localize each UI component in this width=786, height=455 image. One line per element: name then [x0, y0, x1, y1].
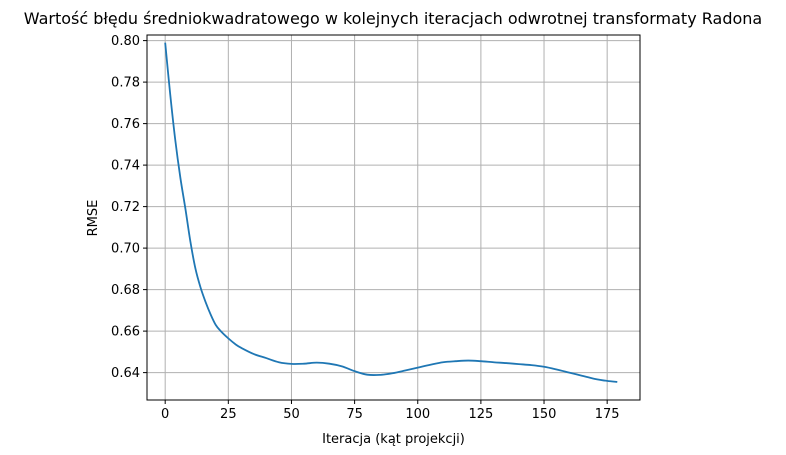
x-tick-label: 75 — [346, 407, 363, 422]
y-tick-label: 0.66 — [111, 325, 140, 340]
x-tick-label: 175 — [595, 407, 620, 422]
x-axis-label: Iteracja (kąt projekcji) — [322, 432, 465, 447]
y-tick-label: 0.68 — [111, 283, 140, 298]
axis-ticks: 0 25 50 75 100 125 150 175 0.64 0.66 0.68 0.70 0.72 0… — [111, 34, 620, 422]
grid — [147, 35, 640, 400]
x-tick-label: 150 — [532, 407, 557, 422]
plot-frame — [146, 34, 641, 401]
y-tick-label: 0.80 — [111, 34, 140, 49]
y-tick-label: 0.74 — [111, 159, 140, 174]
y-tick-label: 0.78 — [111, 76, 140, 91]
x-tick-label: 0 — [161, 407, 169, 422]
x-tick-label: 100 — [405, 407, 430, 422]
y-tick-label: 0.64 — [111, 366, 140, 381]
x-tick-label: 50 — [283, 407, 300, 422]
chart-title: Wartość błędu średniokwadratowego w kole… — [24, 9, 762, 28]
y-tick-label: 0.70 — [111, 242, 140, 257]
y-tick-label: 0.72 — [111, 200, 140, 215]
y-axis-label: RMSE — [86, 200, 101, 237]
y-tick-label: 0.76 — [111, 117, 140, 132]
x-tick-label: 125 — [468, 407, 493, 422]
rmse-line — [164, 42, 618, 383]
x-tick-label: 25 — [220, 407, 237, 422]
series-group — [164, 42, 618, 383]
